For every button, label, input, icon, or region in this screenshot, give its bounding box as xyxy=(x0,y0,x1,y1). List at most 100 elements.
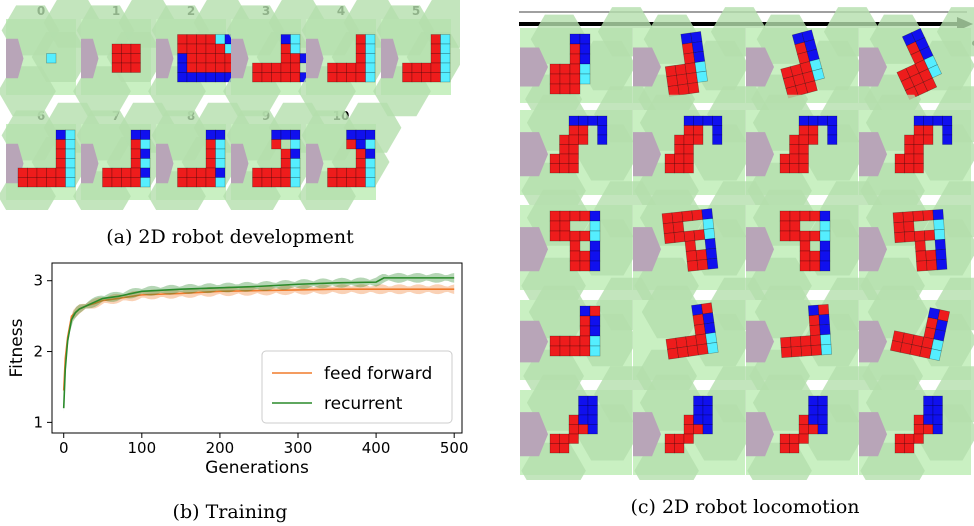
robot-voxel xyxy=(430,62,441,73)
robot-voxel xyxy=(932,395,943,406)
robot-voxel xyxy=(809,260,821,272)
robot-voxel xyxy=(923,77,938,92)
robot-voxel xyxy=(186,62,197,73)
robot-voxel xyxy=(819,220,831,232)
robot-voxel xyxy=(215,148,226,159)
robot-voxel xyxy=(827,115,838,126)
robot-voxel xyxy=(549,230,561,242)
robot-voxel xyxy=(923,134,934,145)
robot-voxel xyxy=(549,163,560,174)
robot-voxel xyxy=(693,424,704,435)
robot-voxel xyxy=(789,153,800,164)
robot-voxel xyxy=(927,64,942,79)
robot-voxel xyxy=(683,115,694,126)
robot-voxel xyxy=(271,167,282,178)
robot-voxel xyxy=(677,83,690,96)
robot-voxel xyxy=(252,62,263,73)
robot-voxel xyxy=(933,228,946,241)
robot-voxel xyxy=(684,240,697,252)
robot-voxel xyxy=(365,177,376,188)
robot-voxel xyxy=(365,72,376,83)
robot-voxel xyxy=(701,302,714,315)
robot-voxel xyxy=(290,129,301,140)
robot-body xyxy=(892,209,948,272)
robot-voxel xyxy=(904,134,915,145)
robot-voxel xyxy=(809,324,821,336)
robot-voxel xyxy=(664,433,675,444)
robot-voxel xyxy=(549,345,561,357)
robot-voxel xyxy=(130,167,141,178)
robot-voxel xyxy=(799,250,811,262)
robot-voxel xyxy=(549,433,560,444)
robot-voxel xyxy=(365,158,376,169)
robot-voxel xyxy=(819,230,831,242)
robot-voxel xyxy=(798,153,809,164)
robot-voxel xyxy=(177,53,188,64)
robot-locomotion-grid: Time xyxy=(519,7,974,480)
robot-voxel xyxy=(702,395,713,406)
robot-voxel xyxy=(819,210,831,222)
robot-voxel xyxy=(914,240,927,252)
terrain-hexagon xyxy=(641,285,703,339)
target-region xyxy=(81,38,99,79)
robot-voxel xyxy=(702,218,715,230)
robot-voxel xyxy=(589,325,601,337)
robot-voxel xyxy=(673,231,686,243)
robot-body xyxy=(780,29,825,99)
robot-voxel xyxy=(355,158,366,169)
robot-voxel xyxy=(597,125,608,136)
robot-voxel xyxy=(789,210,801,222)
robot-voxel xyxy=(46,167,57,178)
target-region xyxy=(633,132,661,177)
y-tick-label: 3 xyxy=(33,272,43,290)
robot-voxel xyxy=(691,41,704,54)
robot-voxel xyxy=(696,343,709,356)
robot-voxel xyxy=(902,211,914,223)
robot-voxel xyxy=(894,163,905,174)
robot-voxel xyxy=(712,125,723,136)
robot-voxel xyxy=(933,218,945,231)
robot-voxel xyxy=(662,222,675,234)
robot-voxel xyxy=(346,72,357,83)
robot-voxel xyxy=(923,405,934,416)
robot-voxel xyxy=(569,345,581,357)
robot-voxel xyxy=(280,177,291,188)
robot-body xyxy=(894,395,943,454)
robot-voxel xyxy=(705,332,718,345)
robot-voxel xyxy=(346,129,357,140)
robot-voxel xyxy=(130,139,141,150)
robot-voxel xyxy=(904,443,915,454)
robot-voxel xyxy=(365,34,376,45)
legend-box xyxy=(261,350,453,424)
y-axis-label: Fitness xyxy=(7,318,27,377)
robot-voxel xyxy=(578,115,589,126)
robot-voxel xyxy=(800,335,812,347)
robot-voxel xyxy=(808,115,819,126)
robot-voxel xyxy=(140,167,151,178)
robot-voxel xyxy=(683,144,694,155)
robot-voxel xyxy=(559,230,571,242)
robot-voxel xyxy=(17,177,28,188)
robot-voxel xyxy=(589,210,601,222)
robot-voxel xyxy=(800,345,813,357)
robot-voxel xyxy=(681,42,694,55)
robot-voxel xyxy=(904,144,915,155)
caption-a: (a) 2D robot development xyxy=(106,226,354,248)
robot-voxel xyxy=(589,260,601,272)
robot-voxel xyxy=(686,344,699,357)
robot-voxel xyxy=(549,153,560,164)
robot-voxel xyxy=(894,153,905,164)
robot-voxel xyxy=(568,134,579,145)
target-region xyxy=(231,38,249,79)
robot-voxel xyxy=(929,348,942,362)
robot-body xyxy=(661,208,719,272)
robot-voxel xyxy=(779,220,791,232)
robot-voxel xyxy=(807,304,820,317)
robot-voxel xyxy=(935,248,947,261)
robot-voxel xyxy=(587,395,598,406)
robot-voxel xyxy=(430,34,441,45)
target-region xyxy=(633,227,661,272)
robot-voxel xyxy=(578,395,589,406)
legend: feed forward recurrent xyxy=(261,350,453,424)
robot-voxel xyxy=(569,260,581,272)
